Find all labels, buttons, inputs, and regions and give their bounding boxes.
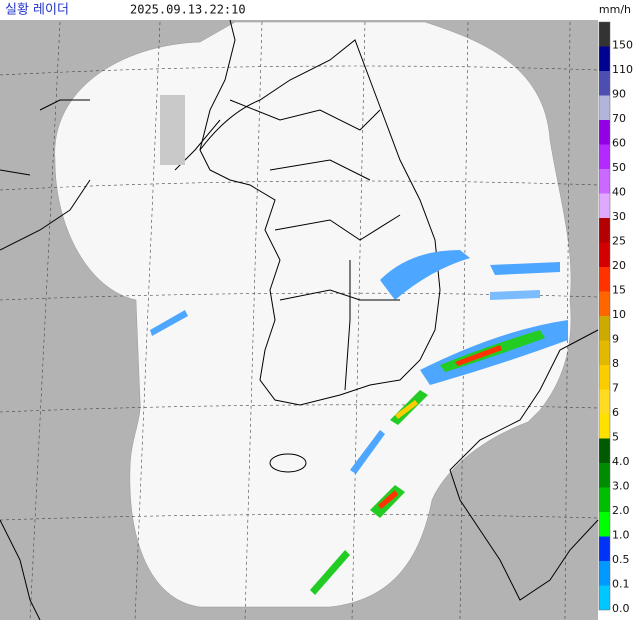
legend-label: 0.5 (612, 553, 630, 566)
legend: 150 110 90 70 60 50 40 30 25 20 15 10 9 8 7 6 5 4.0 3.0 2.0… (598, 21, 633, 615)
legend-label: 30 (612, 210, 626, 223)
legend-swatch (599, 463, 610, 488)
map (0, 19, 599, 620)
legend-label: 25 (612, 235, 626, 248)
title: 실황 레이더 (5, 3, 69, 18)
legend-swatch (599, 242, 610, 267)
legend-swatch (599, 389, 610, 414)
echoes (150, 250, 568, 595)
legend-unit: mm/h (599, 3, 631, 16)
legend-swatch (599, 414, 610, 439)
legend-label: 15 (612, 284, 626, 297)
clutter (160, 95, 185, 165)
legend-label: 110 (612, 63, 633, 76)
legend-label: 40 (612, 186, 626, 199)
legend-label: 5 (612, 431, 619, 444)
legend-swatch (599, 561, 610, 586)
legend-label: 4.0 (612, 455, 630, 468)
legend-label: 9 (612, 333, 619, 346)
legend-swatch (599, 22, 610, 47)
legend-label: 3.0 (612, 480, 630, 493)
legend-label: 20 (612, 259, 626, 272)
legend-swatch (599, 316, 610, 341)
coastline (0, 19, 599, 620)
legend-swatch (599, 120, 610, 145)
legend-label: 60 (612, 137, 626, 150)
legend-label: 150 (612, 39, 633, 52)
legend-swatch (599, 218, 610, 243)
radar-coverage (54, 21, 572, 608)
legend-swatch (599, 340, 610, 365)
legend-label: 0.1 (612, 578, 630, 591)
legend-swatch (599, 585, 610, 610)
legend-label: 8 (612, 357, 619, 370)
legend-label: 2.0 (612, 504, 630, 517)
legend-swatch (599, 512, 610, 537)
legend-swatch (599, 71, 610, 96)
legend-swatch (599, 487, 610, 512)
legend-swatch (599, 291, 610, 316)
legend-swatch (599, 144, 610, 169)
legend-label: 90 (612, 88, 626, 101)
legend-label: 0.0 (612, 602, 630, 615)
legend-swatch (599, 365, 610, 390)
legend-swatch (599, 169, 610, 194)
legend-label: 50 (612, 161, 626, 174)
legend-swatch (599, 95, 610, 120)
legend-swatch (599, 536, 610, 561)
legend-label: 7 (612, 382, 619, 395)
legend-swatch (599, 438, 610, 463)
legend-label: 70 (612, 112, 626, 125)
legend-swatch (599, 193, 610, 218)
legend-swatch (599, 267, 610, 292)
legend-swatch (599, 46, 610, 71)
legend-frame (598, 21, 611, 611)
timestamp: 2025.09.13.22:10 (130, 3, 246, 17)
legend-label: 10 (612, 308, 626, 321)
legend-label: 1.0 (612, 529, 630, 542)
legend-label: 6 (612, 406, 619, 419)
